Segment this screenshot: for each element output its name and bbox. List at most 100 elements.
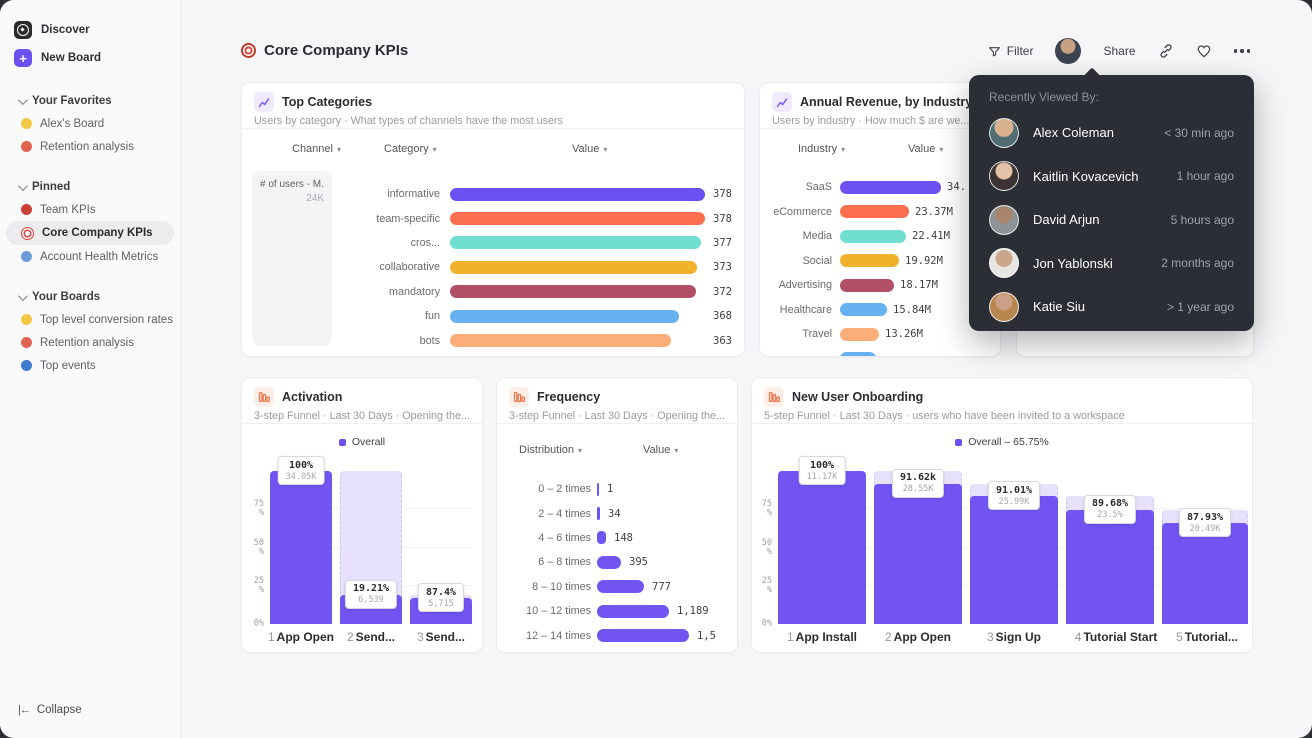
table-row[interactable]: Travel 13.26M (802, 327, 923, 341)
table-row[interactable]: fun 368 (424, 309, 732, 323)
column-header-industry[interactable]: Industry ▾ (798, 143, 846, 155)
new-board-plus-icon: + (14, 49, 32, 67)
viewer-avatar[interactable] (1055, 38, 1082, 64)
funnel-label: 100% 34.05K (277, 456, 325, 485)
main-content: Core Company KPIs Filter Share (181, 0, 1312, 738)
funnel-step: 91.01% 25.99K (970, 471, 1058, 624)
line-chart-icon (254, 92, 274, 112)
card-annual-revenue: Annual Revenue, by Industry Users by ind… (759, 82, 1001, 357)
table-row[interactable]: collaborative 373 (379, 260, 732, 274)
funnel-chart-icon (254, 387, 274, 407)
column-header-category[interactable]: Category ▾ (384, 143, 437, 155)
bar[interactable] (450, 309, 679, 323)
funnel-bar[interactable] (1162, 523, 1248, 624)
funnel-plot: 75% 50% 25% 0% 100% 11.17K 91.62k (762, 456, 1248, 628)
table-row[interactable]: cros... 377 (410, 236, 732, 250)
bar[interactable] (840, 278, 894, 292)
table-row[interactable]: bots 363 (419, 334, 732, 348)
table-row[interactable]: eCommerce 23.37M (773, 205, 953, 219)
collapse-button[interactable]: |← Collapse (18, 704, 82, 716)
bar[interactable] (840, 205, 909, 219)
bar[interactable] (840, 229, 906, 243)
funnel-bar[interactable] (1066, 509, 1154, 624)
bar[interactable] (840, 352, 876, 356)
favorite-heart-icon[interactable] (1196, 43, 1212, 59)
column-header-value[interactable]: Value ▾ (908, 143, 944, 155)
table-row[interactable]: informative 378 (387, 187, 732, 201)
bar[interactable] (597, 629, 689, 643)
card-header: Frequency 3-step Funnel · Last 30 Days ·… (497, 378, 737, 424)
sidebar-item-top-level-conversion-rates[interactable]: Top level conversion rates (6, 308, 174, 331)
table-row[interactable]: 6 – 8 times 395 (538, 555, 648, 569)
legend-swatch (338, 438, 346, 446)
table-row[interactable]: Media 22.41M (802, 229, 950, 243)
table-row[interactable]: 12 – 14 times 1,5 (526, 629, 716, 643)
funnel-x-labels: 1 App Install 2 App Open 3 Sign Up 4 Tutoria… (786, 630, 1238, 644)
funnel-bar[interactable] (778, 471, 866, 624)
funnel-bar[interactable] (270, 471, 332, 624)
sidebar-item-core-company-kpis[interactable]: Core Company KPIs (6, 221, 174, 245)
sidebar-item-retention-analysis[interactable]: Retention analysis (6, 135, 174, 158)
sidebar-item-retention-analysis-2[interactable]: Retention analysis (6, 331, 174, 354)
bar[interactable] (840, 303, 887, 317)
filter-button[interactable]: Filter (988, 44, 1033, 58)
funnel-bar[interactable] (874, 483, 962, 624)
column-header-distribution[interactable]: Distribution ▾ (519, 444, 583, 456)
sidebar-item-account-health-metrics[interactable]: Account Health Metrics (6, 245, 174, 268)
column-header-value[interactable]: Value ▾ (643, 444, 679, 456)
viewer-row: Alex Coleman < 30 min ago (969, 111, 1254, 155)
share-button[interactable]: Share (1103, 44, 1136, 58)
column-header-channel[interactable]: Channel ▾ (292, 143, 341, 155)
table-row[interactable]: SaaS 34. (805, 180, 966, 194)
link-icon[interactable] (1158, 43, 1174, 59)
funnel-step: 100% 34.05K (270, 456, 332, 624)
bar[interactable] (840, 327, 879, 341)
table-row[interactable]: 2 – 4 times 34 (538, 507, 621, 521)
funnel-label: 91.62k 28.55K (891, 468, 945, 498)
sidebar-section-your-boards[interactable]: Your Boards (0, 286, 180, 308)
bar[interactable] (597, 482, 599, 496)
sidebar-item-top-events[interactable]: Top events (6, 354, 174, 377)
table-row[interactable]: Social 19.92M (802, 254, 943, 268)
bar[interactable] (597, 507, 600, 521)
column-header-value[interactable]: Value ▾ (572, 143, 608, 155)
header-actions: Filter Share (988, 38, 1250, 64)
funnel-label: 89.68% 23.5% (1083, 494, 1137, 524)
table-row[interactable]: 8 – 10 times 777 (532, 580, 671, 594)
table-row[interactable]: Healthcare 15.84M (779, 303, 931, 317)
bar[interactable] (840, 180, 941, 194)
bar[interactable] (450, 212, 705, 226)
sidebar-item-discover[interactable]: Discover (0, 16, 180, 44)
card-top-categories: Top Categories Users by category · What … (241, 82, 745, 357)
card-header: New User Onboarding 5-step Funnel · Last… (752, 378, 1252, 424)
bar[interactable] (450, 187, 705, 201)
sidebar-item-alexs-board[interactable]: Alex's Board (6, 112, 174, 135)
bar[interactable] (450, 334, 672, 348)
table-row[interactable]: team-specific 378 (376, 212, 732, 226)
bar[interactable] (597, 531, 606, 545)
table-row[interactable]: 0 – 2 times 1 (538, 482, 614, 496)
globe-emoji-icon (21, 360, 32, 371)
funnel-bar[interactable] (970, 496, 1058, 624)
bar[interactable] (840, 254, 899, 268)
table-row[interactable]: mandatory 372 (388, 285, 732, 299)
bar[interactable] (597, 555, 621, 569)
bar[interactable] (450, 285, 696, 299)
more-options-icon[interactable] (1233, 49, 1250, 53)
bar[interactable] (450, 236, 701, 250)
sidebar-section-your-favorites[interactable]: Your Favorites (0, 90, 180, 112)
funnel-label: 100% 11.17K (798, 456, 846, 485)
sidebar-item-team-kpis[interactable]: Team KPIs (6, 198, 174, 221)
funnel-label: 19.21% 6,539 (344, 579, 398, 609)
bar[interactable] (450, 260, 698, 274)
bar[interactable] (597, 580, 644, 594)
table-row[interactable]: Advertising 18.17M (778, 278, 938, 292)
sidebar-section-pinned[interactable]: Pinned (0, 176, 180, 198)
sidebar-item-new-board[interactable]: + New Board (0, 44, 180, 72)
series-cell[interactable]: # of users - M... 24K (252, 171, 332, 346)
table-row[interactable]: 4 – 6 times 148 (538, 531, 633, 545)
table-row[interactable]: 10 – 12 times 1,189 (526, 604, 709, 618)
bar-chart: 0 – 2 times 1 2 – 4 times 34 4 – 6 times… (497, 477, 733, 648)
bar[interactable] (597, 604, 669, 618)
sidebar: Discover + New Board Your Favorites Alex… (0, 0, 181, 738)
